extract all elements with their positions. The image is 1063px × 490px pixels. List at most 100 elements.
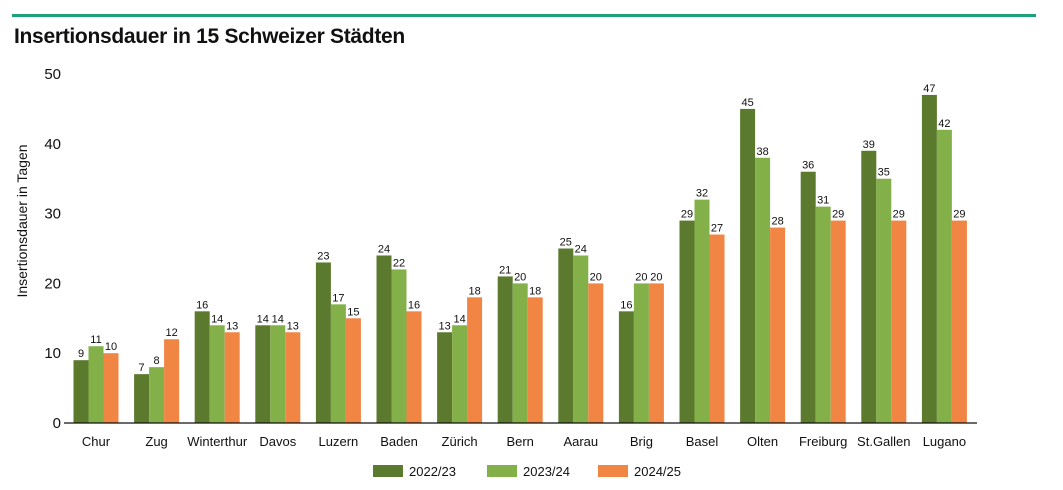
- x-tick-label: Brig: [630, 434, 653, 449]
- y-axis-ticks: 0 10 20 30 40 50: [44, 66, 61, 432]
- bar-value-label: 18: [468, 285, 480, 297]
- y-tick-label: 0: [53, 415, 61, 432]
- bar-2022-23: [73, 360, 89, 423]
- bar-2024-25: [830, 220, 846, 423]
- y-tick-label: 10: [44, 345, 61, 362]
- bar-2024-25: [467, 297, 483, 423]
- legend-label: 2023/24: [523, 464, 570, 479]
- bar-2023-24: [936, 129, 952, 423]
- bar-2024-25: [406, 311, 422, 423]
- bar-value-label: 14: [211, 313, 223, 325]
- bar-2024-25: [951, 220, 967, 423]
- legend-label: 2022/23: [409, 464, 456, 479]
- bar-value-label: 12: [165, 327, 177, 339]
- bar-value-label: 29: [681, 209, 693, 221]
- x-tick-label: Luzern: [319, 434, 359, 449]
- bar-value-label: 20: [590, 271, 602, 283]
- bar-value-label: 24: [575, 243, 587, 255]
- y-tick-label: 30: [44, 206, 61, 223]
- bar-value-label: 29: [953, 209, 965, 221]
- bar-2024-25: [103, 353, 119, 423]
- bar-value-label: 31: [817, 195, 829, 207]
- bar-2024-25: [709, 234, 725, 423]
- bar-2024-25: [770, 227, 786, 423]
- bar-value-label: 14: [453, 313, 465, 325]
- bar-2023-24: [452, 325, 468, 423]
- bar-2022-23: [376, 255, 392, 423]
- chart-title: Insertionsdauer in 15 Schweizer Städten: [14, 25, 405, 48]
- bar-value-label: 11: [90, 334, 101, 346]
- bar-2023-24: [755, 157, 771, 423]
- bar-2024-25: [588, 283, 604, 423]
- bar-2023-24: [330, 304, 346, 423]
- bar-2023-24: [270, 325, 286, 423]
- bar-2023-24: [512, 283, 528, 423]
- x-tick-label: Aarau: [563, 434, 598, 449]
- bar-value-label: 32: [696, 188, 708, 200]
- x-tick-label: Zürich: [442, 434, 478, 449]
- x-tick-label: Bern: [506, 434, 533, 449]
- bar-2022-23: [618, 311, 634, 423]
- bar-value-label: 16: [196, 299, 208, 311]
- bar-2024-25: [648, 283, 664, 423]
- bar-2022-23: [921, 94, 937, 423]
- bar-value-label: 25: [560, 237, 572, 249]
- bar-2023-24: [815, 206, 831, 423]
- bar-value-label: 24: [378, 243, 390, 255]
- bar-2022-23: [194, 311, 210, 423]
- bar-value-label: 20: [635, 271, 647, 283]
- bar-2023-24: [633, 283, 649, 423]
- bar-value-label: 28: [771, 216, 783, 228]
- bar-value-label: 35: [878, 167, 890, 179]
- x-tick-label: St.Gallen: [857, 434, 910, 449]
- x-tick-label: Winterthur: [187, 434, 248, 449]
- bar-value-label: 45: [741, 97, 753, 109]
- bar-2022-23: [679, 220, 695, 423]
- x-tick-label: Basel: [686, 434, 719, 449]
- bar-value-label: 14: [272, 313, 284, 325]
- bar-value-label: 10: [105, 341, 117, 353]
- bar-value-label: 14: [257, 313, 269, 325]
- bar-value-label: 23: [317, 250, 329, 262]
- bar-value-label: 8: [154, 355, 160, 367]
- x-tick-label: Zug: [145, 434, 167, 449]
- bar-2023-24: [694, 199, 710, 423]
- bar-value-label: 27: [711, 223, 723, 235]
- bar-2023-24: [88, 346, 104, 423]
- bar-value-label: 13: [438, 320, 450, 332]
- bar-2024-25: [891, 220, 907, 423]
- bar-value-label: 38: [756, 146, 768, 158]
- x-tick-label: Freiburg: [799, 434, 847, 449]
- bar-2024-25: [345, 318, 361, 423]
- bar-value-label: 29: [832, 209, 844, 221]
- legend-label: 2024/25: [634, 464, 681, 479]
- bar-value-label: 13: [226, 320, 238, 332]
- bar-value-label: 7: [139, 362, 145, 374]
- bar-value-label: 16: [408, 299, 420, 311]
- x-tick-label: Chur: [82, 434, 111, 449]
- bar-2022-23: [255, 325, 271, 423]
- x-tick-label: Davos: [259, 434, 296, 449]
- bar-2022-23: [315, 262, 331, 423]
- legend-swatch: [487, 465, 517, 477]
- bar-2022-23: [740, 108, 756, 424]
- x-tick-label: Olten: [747, 434, 778, 449]
- bar-2023-24: [573, 255, 589, 423]
- bar-value-label: 21: [499, 264, 511, 276]
- legend-swatch: [598, 465, 628, 477]
- bar-2024-25: [285, 332, 301, 423]
- bar-value-label: 20: [514, 271, 526, 283]
- x-tick-label: Lugano: [923, 434, 966, 449]
- bar-value-label: 16: [620, 299, 632, 311]
- bar-2022-23: [861, 150, 877, 423]
- x-tick-label: Baden: [380, 434, 418, 449]
- bar-2023-24: [391, 269, 407, 423]
- bar-value-label: 20: [650, 271, 662, 283]
- bar-value-label: 13: [287, 320, 299, 332]
- bar-value-label: 22: [393, 257, 405, 269]
- bar-value-label: 36: [802, 160, 814, 172]
- bar-2023-24: [149, 367, 165, 423]
- bar-value-label: 47: [923, 83, 935, 95]
